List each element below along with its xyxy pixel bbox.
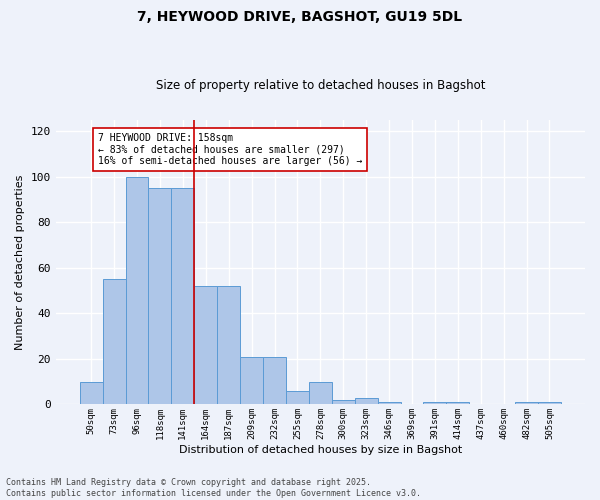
Bar — [286, 390, 309, 404]
Bar — [172, 188, 194, 404]
Bar — [424, 402, 446, 404]
Bar — [332, 400, 355, 404]
Title: Size of property relative to detached houses in Bagshot: Size of property relative to detached ho… — [155, 79, 485, 92]
Bar — [355, 398, 377, 404]
Bar — [103, 279, 125, 404]
X-axis label: Distribution of detached houses by size in Bagshot: Distribution of detached houses by size … — [179, 445, 462, 455]
Bar — [194, 286, 217, 405]
Text: 7, HEYWOOD DRIVE, BAGSHOT, GU19 5DL: 7, HEYWOOD DRIVE, BAGSHOT, GU19 5DL — [137, 10, 463, 24]
Text: Contains HM Land Registry data © Crown copyright and database right 2025.
Contai: Contains HM Land Registry data © Crown c… — [6, 478, 421, 498]
Bar — [377, 402, 401, 404]
Bar — [148, 188, 172, 404]
Bar — [240, 356, 263, 405]
Bar — [538, 402, 561, 404]
Bar — [446, 402, 469, 404]
Y-axis label: Number of detached properties: Number of detached properties — [15, 174, 25, 350]
Bar — [263, 356, 286, 405]
Bar — [515, 402, 538, 404]
Text: 7 HEYWOOD DRIVE: 158sqm
← 83% of detached houses are smaller (297)
16% of semi-d: 7 HEYWOOD DRIVE: 158sqm ← 83% of detache… — [98, 133, 362, 166]
Bar — [217, 286, 240, 405]
Bar — [80, 382, 103, 404]
Bar — [309, 382, 332, 404]
Bar — [125, 176, 148, 404]
